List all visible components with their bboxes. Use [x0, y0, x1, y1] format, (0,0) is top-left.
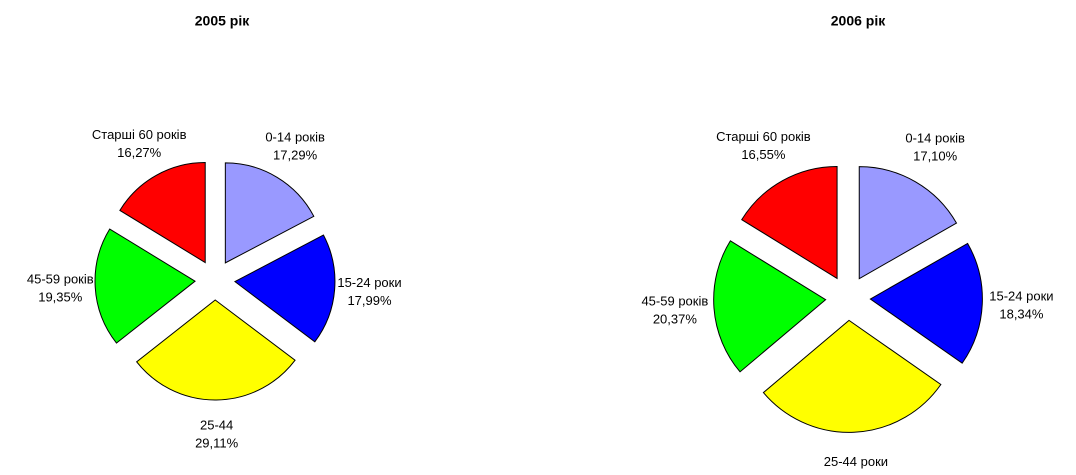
slice-label: Старші 60 років: [716, 129, 811, 144]
slice-label: 25-44 роки: [824, 454, 888, 469]
pie-slice: [234, 234, 336, 343]
slice-label: 0-14 років: [265, 130, 325, 145]
slice-label: 25-44: [200, 417, 233, 432]
pie-slice: [224, 162, 315, 264]
slice-label: 45-59 років: [27, 272, 94, 287]
slice-value-label: 17,99%: [347, 293, 392, 308]
slice-value-label: 20,37%: [653, 311, 698, 326]
slice-value-label: 29,11%: [195, 435, 239, 450]
pie-slice: [713, 240, 827, 373]
slice-label: 0-14 років: [905, 130, 965, 145]
slice-value-label: 17,10%: [913, 148, 958, 163]
slice-label: 15-24 роки: [989, 288, 1053, 303]
slice-label: 15-24 роки: [337, 275, 401, 290]
slice-value-label: 17,29%: [273, 148, 318, 163]
pie-slice: [135, 299, 296, 401]
chart-title: 2005 рік: [195, 13, 250, 29]
pie-slice: [741, 165, 838, 280]
slice-value-label: 29,77%: [834, 472, 879, 475]
pie-slice: [858, 166, 958, 280]
pie-slice: [94, 228, 196, 344]
pie-slice: [762, 319, 942, 433]
slice-label: 45-59 років: [641, 293, 708, 308]
pie-slice: [119, 162, 206, 264]
slice-value-label: 18,34%: [999, 306, 1044, 321]
slice-value-label: 16,27%: [117, 145, 162, 160]
pie-slice: [869, 242, 983, 364]
slice-label: Старші 60 років: [92, 127, 187, 142]
chart-title: 2006 рік: [831, 13, 886, 29]
slice-value-label: 16,55%: [741, 147, 786, 162]
slice-value-label: 19,35%: [38, 290, 83, 305]
